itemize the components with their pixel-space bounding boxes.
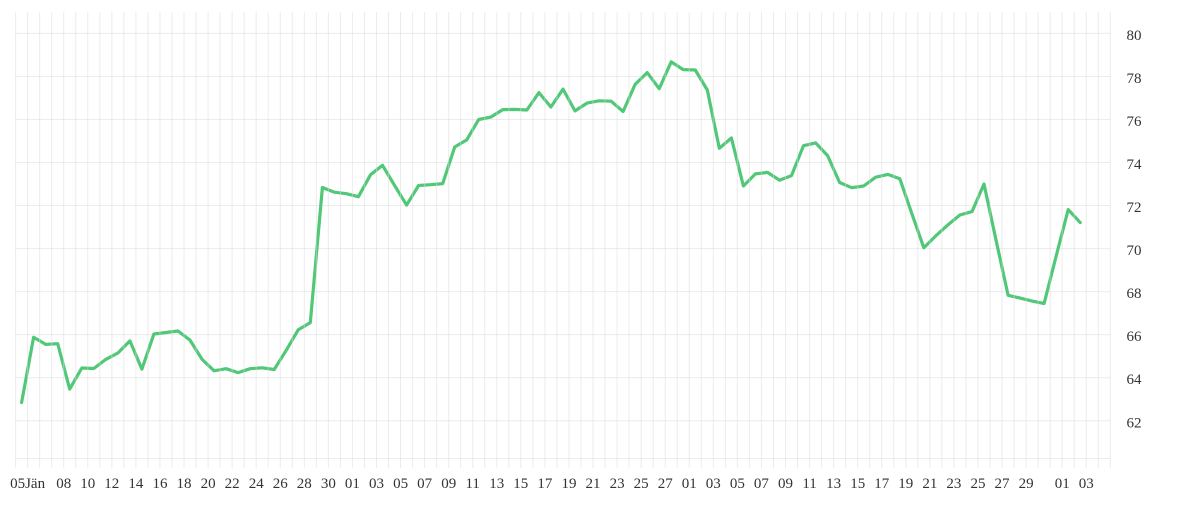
svg-text:05: 05: [730, 476, 745, 492]
svg-text:21: 21: [922, 476, 937, 492]
svg-text:03: 03: [706, 476, 721, 492]
svg-text:11: 11: [465, 476, 479, 492]
svg-text:23: 23: [610, 476, 625, 492]
svg-text:25: 25: [971, 476, 986, 492]
svg-text:01: 01: [682, 476, 697, 492]
svg-text:30: 30: [321, 476, 336, 492]
svg-text:78: 78: [1127, 71, 1142, 87]
svg-text:23: 23: [946, 476, 961, 492]
svg-text:66: 66: [1127, 329, 1143, 345]
svg-text:28: 28: [297, 476, 312, 492]
svg-text:01: 01: [345, 476, 360, 492]
svg-text:19: 19: [898, 476, 913, 492]
svg-text:15: 15: [513, 476, 528, 492]
svg-text:64: 64: [1127, 372, 1143, 388]
svg-text:11: 11: [802, 476, 816, 492]
svg-text:19: 19: [562, 476, 577, 492]
svg-text:25: 25: [634, 476, 649, 492]
svg-text:26: 26: [273, 476, 289, 492]
svg-text:09: 09: [778, 476, 793, 492]
svg-text:24: 24: [249, 476, 265, 492]
svg-text:80: 80: [1127, 28, 1142, 44]
svg-text:09: 09: [441, 476, 456, 492]
svg-text:14: 14: [128, 476, 144, 492]
svg-text:07: 07: [754, 476, 770, 492]
svg-text:74: 74: [1127, 157, 1143, 173]
svg-text:08: 08: [56, 476, 71, 492]
svg-text:62: 62: [1127, 415, 1142, 431]
svg-text:21: 21: [586, 476, 601, 492]
svg-text:70: 70: [1127, 243, 1142, 259]
svg-text:68: 68: [1127, 286, 1142, 302]
svg-text:13: 13: [489, 476, 504, 492]
svg-text:29: 29: [1019, 476, 1034, 492]
svg-text:27: 27: [658, 476, 674, 492]
svg-text:03: 03: [1079, 476, 1094, 492]
svg-text:76: 76: [1127, 114, 1143, 130]
svg-text:15: 15: [850, 476, 865, 492]
svg-text:03: 03: [369, 476, 384, 492]
svg-text:05Jän: 05Jän: [10, 476, 45, 492]
svg-text:22: 22: [225, 476, 240, 492]
svg-text:13: 13: [826, 476, 841, 492]
svg-text:12: 12: [104, 476, 119, 492]
svg-text:72: 72: [1127, 200, 1142, 216]
svg-text:10: 10: [80, 476, 95, 492]
svg-text:20: 20: [201, 476, 216, 492]
svg-text:01: 01: [1055, 476, 1070, 492]
svg-text:16: 16: [153, 476, 169, 492]
svg-text:27: 27: [995, 476, 1011, 492]
svg-text:07: 07: [417, 476, 433, 492]
svg-text:17: 17: [537, 476, 553, 492]
svg-text:17: 17: [874, 476, 890, 492]
svg-text:18: 18: [177, 476, 192, 492]
svg-text:05: 05: [393, 476, 408, 492]
